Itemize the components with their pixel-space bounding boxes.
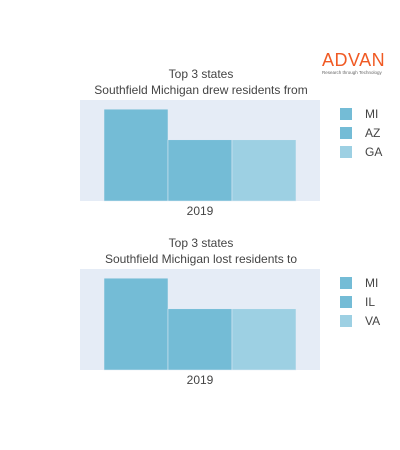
bar-ga — [231, 139, 297, 202]
legend-swatch-az[interactable] — [340, 127, 352, 139]
legend-swatch-mi[interactable] — [340, 108, 352, 120]
x-tick-label: 2019 — [187, 204, 214, 218]
bar-az — [167, 139, 233, 202]
legend-label-mi[interactable]: MI — [365, 107, 378, 121]
bars — [103, 277, 297, 371]
legend: MI AZ GA — [340, 107, 382, 159]
legend-label-az[interactable]: AZ — [365, 126, 380, 140]
brand-name: ADVAN — [322, 50, 386, 70]
bar-va — [231, 308, 297, 371]
bar-mi — [103, 277, 169, 371]
legend-label-mi[interactable]: MI — [365, 276, 378, 290]
legend-label-il[interactable]: IL — [365, 295, 375, 309]
chart-lost-to: Top 3 states Southfield Michigan lost re… — [80, 236, 380, 387]
advan-logo: ADVAN Research through Technology — [322, 50, 398, 78]
chart-title: Top 3 states — [169, 236, 234, 250]
legend-swatch-mi[interactable] — [340, 277, 352, 289]
legend-label-ga[interactable]: GA — [365, 145, 382, 159]
chart-subtitle: Southfield Michigan lost residents to — [105, 252, 297, 266]
legend-label-va[interactable]: VA — [365, 314, 380, 328]
legend-swatch-va[interactable] — [340, 315, 352, 327]
chart-title: Top 3 states — [169, 67, 234, 81]
bar-il — [167, 308, 233, 371]
x-tick-label: 2019 — [187, 373, 214, 387]
legend: MI IL VA — [340, 276, 380, 328]
bars — [103, 108, 297, 202]
chart-subtitle: Southfield Michigan drew residents from — [94, 83, 307, 97]
legend-swatch-il[interactable] — [340, 296, 352, 308]
brand-tagline: Research through Technology — [322, 70, 382, 75]
chart-drew-from: Top 3 states Southfield Michigan drew re… — [80, 67, 382, 218]
legend-swatch-ga[interactable] — [340, 146, 352, 158]
bar-mi — [103, 108, 169, 202]
